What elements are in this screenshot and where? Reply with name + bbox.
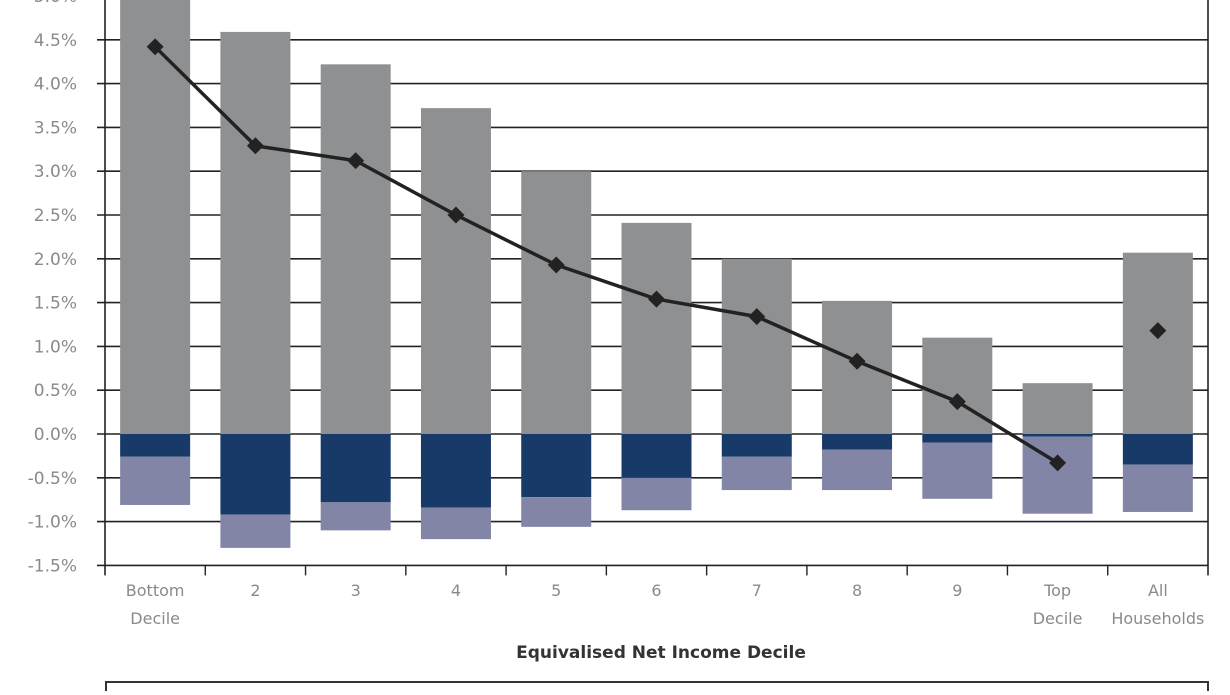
- y-tick-label: 4.0%: [34, 75, 77, 95]
- bar-negative-2: [120, 456, 191, 505]
- net-marker: [948, 393, 966, 411]
- x-tick-label: Top: [1043, 581, 1071, 600]
- y-tick-label: -0.5%: [28, 469, 77, 489]
- y-tick-label: 1.5%: [34, 294, 77, 314]
- net-marker: [347, 152, 365, 170]
- bar-negative-2: [1122, 464, 1193, 512]
- y-tick-label: 2.5%: [34, 206, 77, 226]
- legend-box: [105, 681, 1209, 695]
- x-tick-label: 4: [451, 581, 461, 600]
- x-tick-label: 7: [752, 581, 762, 600]
- y-tick-label: 3.5%: [34, 118, 77, 138]
- net-marker: [246, 137, 264, 155]
- bar-negative-2: [822, 449, 893, 491]
- bar-negative-1: [922, 434, 993, 443]
- bar-negative-2: [721, 456, 792, 491]
- bar-negative-1: [822, 434, 893, 450]
- bar-negative-1: [120, 434, 191, 457]
- x-tick-label: 2: [250, 581, 260, 600]
- x-tick-label: 5: [551, 581, 561, 600]
- bar-negative-1: [320, 434, 391, 503]
- net-line-path: [153, 45, 1059, 465]
- bar-negative-1: [1122, 434, 1193, 465]
- x-axis-label: Equivalised Net Income Decile: [516, 643, 806, 663]
- bar-negative-1: [1022, 434, 1093, 437]
- bar-positive: [320, 64, 391, 434]
- net-line: [146, 38, 1167, 472]
- net-marker: [848, 352, 866, 370]
- bar-positive: [220, 31, 291, 434]
- axes: [104, 0, 1209, 576]
- bar-negative-2: [922, 442, 993, 499]
- bar-negative-1: [220, 434, 291, 515]
- y-tick-label: 5.0%: [34, 0, 77, 7]
- x-tick-label: All: [1148, 581, 1168, 600]
- bar-negative-2: [621, 477, 692, 511]
- bar-positive: [420, 108, 491, 435]
- x-tick-label: Decile: [130, 609, 180, 628]
- y-tick-label: 4.5%: [34, 31, 77, 51]
- bar-positive: [120, 0, 191, 435]
- y-tick-label: 0.0%: [34, 425, 77, 445]
- bars: [120, 0, 1193, 548]
- bar-positive: [1022, 383, 1093, 434]
- y-tick-label: 0.5%: [34, 381, 77, 401]
- x-tick-label: 9: [952, 581, 962, 600]
- bar-negative-2: [521, 497, 592, 527]
- bar-positive: [1122, 252, 1193, 434]
- bar-negative-1: [420, 434, 491, 508]
- y-tick-label: 3.0%: [34, 162, 77, 182]
- y-tick-label: 1.0%: [34, 337, 77, 357]
- bar-positive: [621, 222, 692, 434]
- x-tick-label: Decile: [1033, 609, 1083, 628]
- bar-negative-1: [521, 434, 592, 498]
- y-tick-label: -1.0%: [28, 513, 77, 533]
- tick-labels: -1.5% -1.0% -0.5% 0.0% 0.5% 1.0% 1.5% 2.0% 2.5% 3…: [28, 0, 1205, 628]
- net-marker: [547, 256, 565, 274]
- x-tick-label: Households: [1111, 609, 1204, 628]
- x-tick-label: 6: [651, 581, 661, 600]
- x-tick-label: Bottom: [126, 581, 185, 600]
- bar-negative-1: [621, 434, 692, 478]
- bar-positive: [721, 258, 792, 434]
- bar-negative-2: [420, 507, 491, 540]
- y-tick-label: 2.0%: [34, 250, 77, 270]
- net-marker: [748, 308, 766, 326]
- net-marker: [447, 206, 465, 224]
- x-tick-label: 8: [852, 581, 862, 600]
- bar-negative-1: [721, 434, 792, 457]
- net-marker: [648, 290, 665, 308]
- bar-negative-2: [320, 502, 391, 531]
- bar-negative-2: [220, 514, 291, 548]
- y-tick-label: -1.5%: [28, 556, 77, 576]
- bar-positive: [922, 337, 993, 434]
- x-tick-label: 3: [351, 581, 361, 600]
- bar-positive: [521, 171, 592, 434]
